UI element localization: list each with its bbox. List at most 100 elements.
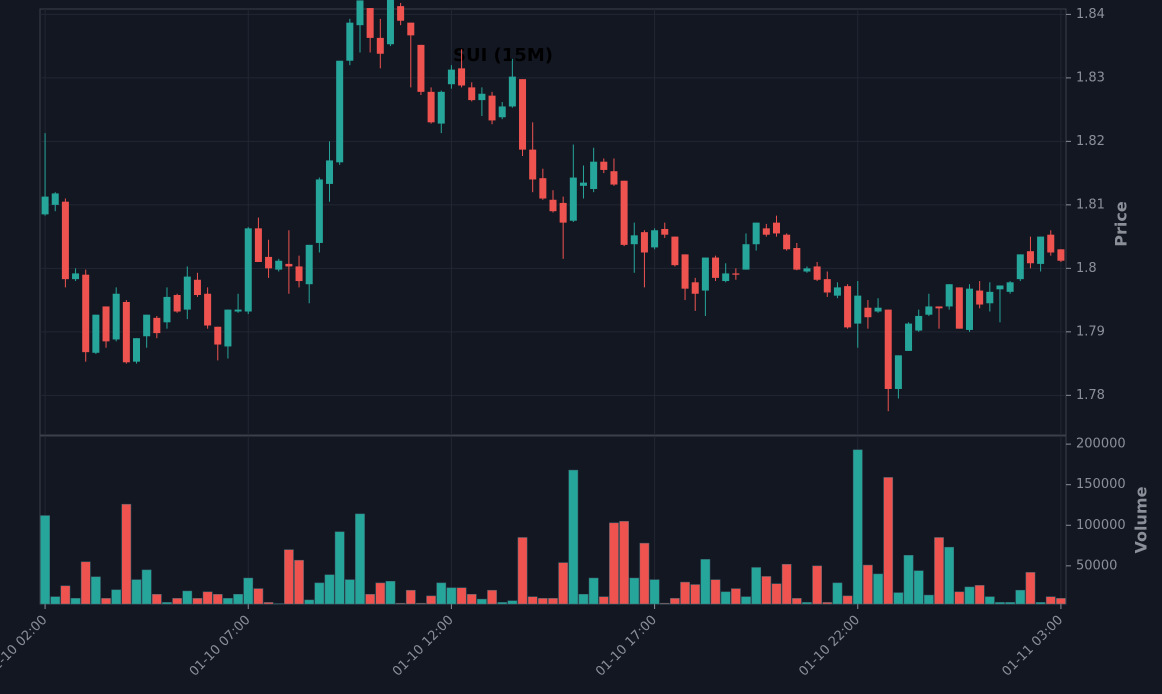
candle-body bbox=[244, 228, 252, 312]
candle-body bbox=[681, 254, 689, 289]
candle-body bbox=[447, 69, 455, 85]
candle-body bbox=[234, 309, 242, 312]
volume-bar bbox=[781, 563, 792, 605]
candle-body bbox=[193, 279, 201, 296]
volume-bar bbox=[446, 587, 457, 605]
volume-bar bbox=[223, 598, 233, 605]
candle-body bbox=[894, 355, 902, 389]
candle-body bbox=[407, 22, 415, 36]
volume-bar bbox=[70, 598, 81, 605]
volume-bar bbox=[690, 584, 701, 605]
volume-bar bbox=[832, 582, 843, 605]
volume-bar bbox=[984, 596, 995, 605]
candle-body bbox=[955, 287, 963, 329]
candle-body bbox=[935, 306, 943, 309]
volume-bar bbox=[863, 564, 873, 605]
candle-body bbox=[204, 293, 212, 326]
candle-body bbox=[539, 178, 547, 199]
volume-bar bbox=[578, 594, 589, 605]
volume-bar bbox=[456, 587, 467, 605]
volume-bar bbox=[375, 582, 386, 605]
volume-bar bbox=[263, 602, 274, 605]
volume-bar bbox=[314, 582, 325, 605]
x-tick-label: 01-11 03:00 bbox=[999, 613, 1066, 680]
candle-body bbox=[783, 234, 791, 250]
volume-bar bbox=[893, 592, 904, 605]
volume-bar bbox=[913, 570, 924, 605]
candle-body bbox=[163, 296, 171, 323]
candle-body bbox=[102, 306, 110, 342]
volume-bar bbox=[202, 591, 213, 605]
x-tick-label: 01-10 17:00 bbox=[593, 613, 660, 680]
candle-body bbox=[651, 230, 659, 248]
y-tick-label: 1.83 bbox=[1076, 70, 1105, 85]
volume-bar bbox=[121, 503, 132, 605]
volume-bar bbox=[558, 562, 569, 605]
volume-bar bbox=[233, 594, 243, 605]
candle-body bbox=[61, 201, 69, 280]
volume-bar bbox=[802, 602, 812, 605]
volume-bar bbox=[568, 469, 579, 605]
volume-bar bbox=[852, 449, 863, 605]
volume-bar bbox=[964, 586, 975, 605]
y2-tick-label: 100000 bbox=[1076, 518, 1126, 533]
x-tick-label: 01-10 07:00 bbox=[187, 613, 254, 680]
volume-bar bbox=[60, 585, 71, 605]
candle-body bbox=[712, 257, 720, 278]
candle-body bbox=[549, 199, 557, 212]
candle-body bbox=[823, 279, 831, 293]
candle-body bbox=[986, 291, 994, 304]
volume-bar bbox=[182, 590, 193, 605]
candle-body bbox=[701, 257, 709, 291]
candle-body bbox=[1047, 234, 1055, 253]
y-tick-label: 1.84 bbox=[1076, 7, 1105, 22]
candle-body bbox=[51, 193, 59, 205]
volume-bar bbox=[1005, 602, 1015, 605]
volume-bar bbox=[405, 589, 416, 605]
volume-bar bbox=[395, 602, 406, 605]
y2-axis-label: Volume bbox=[1132, 486, 1151, 553]
candle-body bbox=[732, 273, 740, 275]
candle-body bbox=[559, 202, 567, 223]
volume-bar bbox=[507, 600, 518, 605]
candle-body bbox=[519, 79, 527, 150]
candle-body bbox=[976, 290, 984, 305]
candle-body bbox=[336, 60, 344, 163]
candle-body bbox=[173, 295, 181, 312]
volume-bar bbox=[944, 546, 955, 605]
volume-bar bbox=[294, 559, 304, 605]
y-tick-label: 1.8 bbox=[1076, 261, 1097, 276]
volume-bar bbox=[344, 579, 355, 605]
candle-body bbox=[478, 93, 486, 101]
candle-body bbox=[671, 236, 679, 266]
candle-body bbox=[742, 244, 750, 270]
volume-bar bbox=[151, 594, 162, 605]
candle-body bbox=[397, 6, 405, 21]
candle-body bbox=[630, 235, 638, 245]
volume-bar bbox=[477, 598, 487, 605]
candle-body bbox=[833, 287, 841, 296]
volume-bar bbox=[680, 581, 690, 605]
volume-bar bbox=[639, 542, 650, 605]
candle-body bbox=[143, 314, 151, 337]
volume-bar bbox=[1015, 589, 1026, 605]
candle-body bbox=[661, 228, 669, 235]
y-tick-label: 1.81 bbox=[1076, 197, 1105, 212]
x-tick-label: 01-10 12:00 bbox=[390, 613, 457, 680]
candle-body bbox=[346, 22, 354, 61]
candle-body bbox=[884, 309, 892, 389]
candle-body bbox=[1057, 249, 1065, 261]
candle-body bbox=[366, 8, 374, 38]
candle-body bbox=[386, 0, 394, 45]
candle-body bbox=[803, 268, 811, 272]
volume-bar bbox=[649, 579, 660, 605]
volume-bar bbox=[365, 594, 375, 605]
candle-body bbox=[275, 260, 283, 270]
volume-bar bbox=[751, 567, 762, 605]
volume-bar bbox=[588, 577, 599, 605]
volume-bar bbox=[822, 602, 833, 605]
volume-bar bbox=[426, 595, 436, 605]
volume-bar bbox=[334, 531, 345, 605]
volume-bar bbox=[355, 513, 365, 605]
y-tick-label: 1.78 bbox=[1076, 388, 1105, 403]
